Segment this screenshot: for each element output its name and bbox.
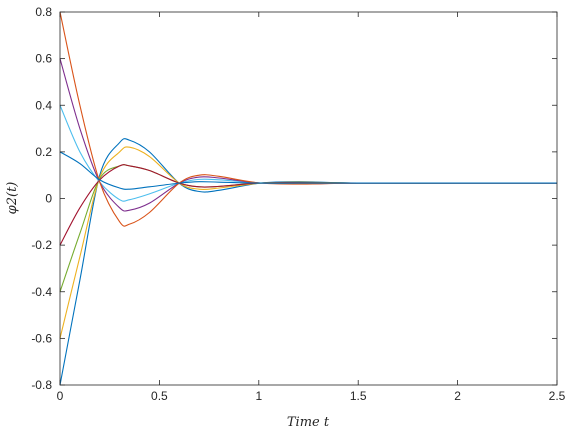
x-tick-label: 0.5 (151, 389, 168, 403)
tick-layer: 0 0.5 1 1.5 2 2.5 -0.8 -0.6 -0.4 -0.2 0 0.2 0.4 0.6 0.… (31, 5, 565, 403)
y-tick-label: 0 (45, 192, 52, 206)
x-axis-label: Time t (287, 415, 330, 430)
y-tick-label: -0.6 (31, 331, 52, 345)
series-layer (59, 11, 557, 386)
x-tick-label: 0 (57, 389, 64, 403)
x-tick-label: 1.5 (350, 389, 367, 403)
y-tick-label: -0.2 (31, 238, 52, 252)
y-tick-label: -0.8 (31, 378, 52, 392)
y-axis-label: φ2(t) (5, 182, 20, 215)
y-tick-label: 0.4 (35, 98, 52, 112)
y-tick-label: -0.4 (31, 285, 52, 299)
y-tick-label: 0.2 (35, 145, 52, 159)
x-tick-label: 1 (255, 389, 262, 403)
x-tick-label: 2.5 (549, 389, 566, 403)
series-line (59, 151, 557, 190)
x-tick-label: 2 (454, 389, 461, 403)
y-tick-label: 0.6 (35, 52, 52, 66)
plot-background (60, 12, 557, 385)
y-tick-label: 0.8 (35, 5, 52, 19)
